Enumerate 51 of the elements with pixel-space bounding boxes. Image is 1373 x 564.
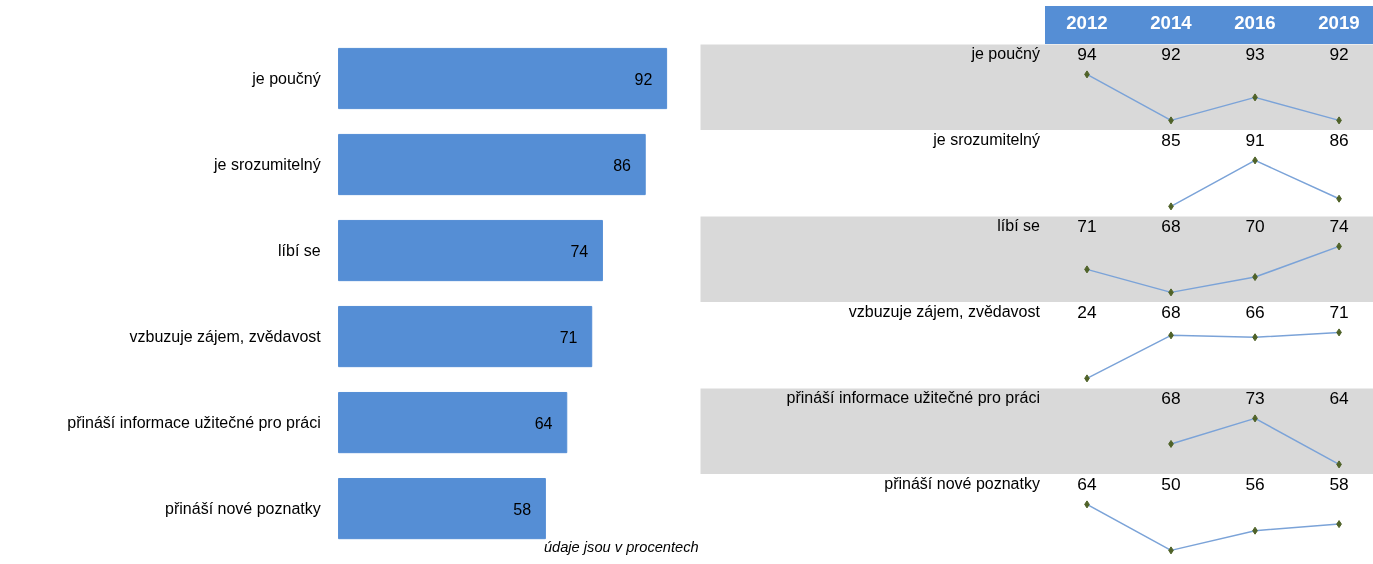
y-tick-label: vzbuzuje zájem, zvědavost <box>129 328 322 346</box>
data-label: 94 <box>1077 43 1097 64</box>
chart-title: líbí se <box>997 217 1041 235</box>
annotation: údaje jsou v procentech <box>543 539 699 556</box>
y-tick-label: přináší nové poznatky <box>165 500 321 518</box>
data-label: 68 <box>1161 387 1181 408</box>
bar <box>338 133 646 196</box>
data-label: 58 <box>1329 473 1349 494</box>
data-label: 56 <box>1245 473 1265 494</box>
x-tick-label: 2016 <box>1233 11 1277 35</box>
bar <box>338 477 546 540</box>
data-label: 86 <box>613 156 632 174</box>
y-tick-label: je poučný <box>251 70 321 88</box>
bar <box>338 305 593 368</box>
data-label: 74 <box>570 242 589 260</box>
data-label: 70 <box>1245 215 1265 236</box>
data-label: 64 <box>1077 473 1097 494</box>
data-label: 92 <box>1329 43 1349 64</box>
data-label: 24 <box>1077 301 1097 322</box>
data-label: 73 <box>1245 387 1265 408</box>
data-label: 92 <box>634 70 653 88</box>
bar <box>338 47 668 110</box>
data-label: 92 <box>1161 43 1181 64</box>
chart-title: je poučný <box>970 45 1040 63</box>
data-label: 71 <box>559 328 578 346</box>
data-label: 85 <box>1161 129 1181 150</box>
bar <box>338 219 603 282</box>
text: přináší informace užitečné pro práci <box>786 389 1040 407</box>
y-tick-label: je srozumitelný <box>213 156 321 174</box>
data-label: 66 <box>1245 301 1265 322</box>
data-label: 64 <box>1329 387 1350 408</box>
bar <box>338 391 568 454</box>
data-label: 50 <box>1161 473 1181 494</box>
data-label: 71 <box>1329 301 1349 322</box>
x-tick-label: 2019 <box>1317 11 1361 35</box>
data-label: 91 <box>1245 129 1265 150</box>
chart-title: přináší nové poznatky <box>884 475 1040 493</box>
data-label: 74 <box>1329 215 1350 236</box>
x-tick-label: 2012 <box>1065 11 1109 35</box>
y-tick-label: přináší informace užitečné pro práci <box>67 414 321 432</box>
data-label: 64 <box>534 414 553 432</box>
x-tick-label: 2014 <box>1149 11 1193 35</box>
data-label: 71 <box>1077 215 1097 236</box>
data-label: 68 <box>1161 215 1181 236</box>
data-label: 68 <box>1161 301 1181 322</box>
y-tick-label: líbí se <box>278 242 321 260</box>
chart-title: je srozumitelný <box>932 131 1040 149</box>
data-label: 86 <box>1329 129 1349 150</box>
chart-title: vzbuzuje zájem, zvědavost <box>848 303 1041 321</box>
data-label: 58 <box>513 500 532 518</box>
data-label: 93 <box>1245 43 1265 64</box>
